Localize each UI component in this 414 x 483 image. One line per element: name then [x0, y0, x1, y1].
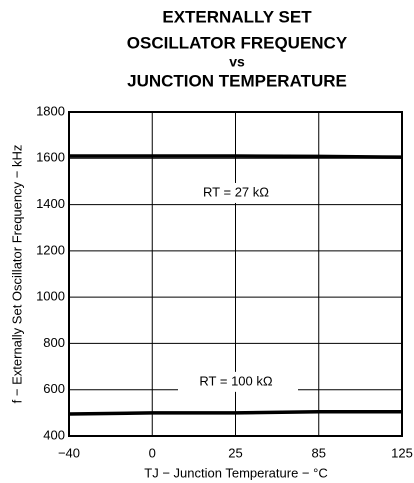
y-tick-label: 800 — [43, 335, 65, 350]
plot-frame — [68, 111, 403, 437]
y-tick-label: 400 — [43, 427, 65, 442]
label-background — [178, 371, 298, 392]
x-tick-label: 125 — [391, 445, 413, 460]
y-tick-label: 1200 — [36, 242, 65, 257]
x-tick-label: 0 — [149, 445, 156, 460]
y-tick-label: 1400 — [36, 196, 65, 211]
x-tick-label: 85 — [312, 445, 326, 460]
label-background — [178, 182, 298, 203]
x-tick-label: −40 — [58, 445, 80, 460]
series-label: RT = 100 kΩ — [199, 373, 272, 388]
x-axis-label: TJ − Junction Temperature − °C — [144, 465, 327, 480]
series-label: RT = 27 kΩ — [203, 184, 269, 199]
line-series — [68, 409, 402, 416]
chart-title: EXTERNALLY SET — [162, 7, 312, 26]
chart-title: OSCILLATOR FREQUENCY — [127, 33, 348, 52]
y-tick-label: 1600 — [36, 150, 65, 165]
y-tick-label: 600 — [43, 381, 65, 396]
y-axis-label: f − Externally Set Oscillator Frequency … — [9, 145, 24, 404]
chart-title: vs — [229, 54, 245, 70]
y-tick-label: 1000 — [36, 289, 65, 304]
chart-title: JUNCTION TEMPERATURE — [127, 71, 347, 90]
x-tick-label: 25 — [228, 445, 242, 460]
line-series — [69, 154, 403, 159]
y-tick-label: 1800 — [36, 103, 65, 118]
